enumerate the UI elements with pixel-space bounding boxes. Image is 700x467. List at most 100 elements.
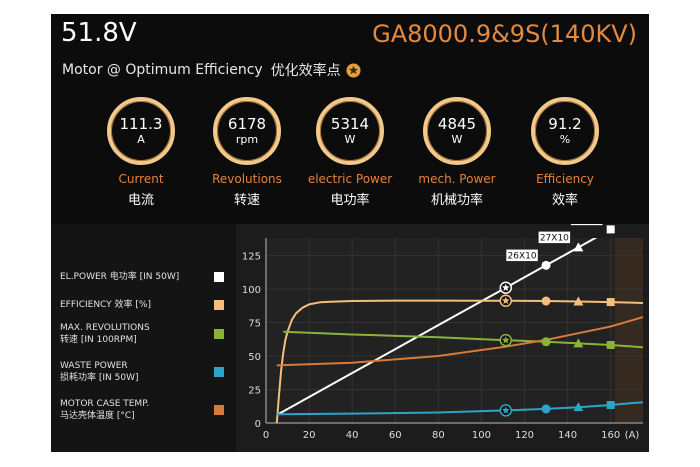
y-tick-label: 125 — [242, 251, 261, 262]
annotation-box — [538, 231, 571, 244]
y-tick-label: 75 — [248, 318, 261, 329]
legend-item-waste-power: WASTE POWER 损耗功率 [IN 50W] — [60, 360, 230, 384]
gauge-label-cn: 效率 — [551, 193, 578, 208]
gauge-unit: rpm — [235, 133, 259, 146]
gauge-label-en: Current — [118, 172, 164, 186]
marker-triangle — [573, 242, 584, 252]
star-badge-icon — [346, 62, 361, 78]
legend-item-revolutions: MAX. REVOLUTIONS 转速 [IN 100RPM] — [60, 322, 230, 346]
gauge-revolutions: 6178 rpm Revolutions 转速 — [203, 97, 291, 208]
legend-label: MOTOR CASE TEMP. — [60, 399, 150, 409]
y-tick-label: 0 — [255, 419, 261, 430]
legend-label-cn: 损耗功率 [IN 50W] — [60, 373, 139, 383]
marker-star — [502, 336, 510, 344]
subtitle-cn: 优化效率点 — [270, 63, 341, 79]
marker-triangle — [573, 296, 584, 306]
y-tick-label: 50 — [248, 352, 261, 363]
legend-swatch — [214, 329, 224, 339]
x-tick-label: 40 — [346, 430, 359, 441]
gauge-label-en: Efficiency — [536, 172, 594, 186]
gauge-efficiency: 91.2 % Efficiency 效率 — [521, 97, 609, 208]
legend-swatch — [214, 272, 224, 282]
x-tick-label: 80 — [432, 430, 445, 441]
x-tick-label: 140 — [558, 430, 577, 441]
performance-chart: 0 20 40 60 80 100 120 140 160 0 25 50 75 100 125 (A) 26X… — [242, 213, 643, 441]
plot-background — [266, 238, 643, 423]
voltage-label: 51.8V — [61, 18, 137, 48]
annotation-label: 26X10 — [508, 251, 537, 261]
chart-legend: EL.POWER 电功率 [IN 50W] EFFICIENCY 效率 [%] … — [51, 224, 236, 452]
gauge-label-en: Revolutions — [212, 172, 282, 186]
legend-swatch — [214, 300, 224, 310]
series-line — [283, 330, 643, 349]
gauge-unit: A — [137, 133, 145, 146]
annotation-label: 27X10 — [540, 233, 569, 243]
y-tick-label: 25 — [248, 385, 261, 396]
x-tick-label: 0 — [263, 430, 269, 441]
series-line — [276, 316, 643, 367]
series-line — [276, 401, 643, 416]
gauge-label-en: electric Power — [307, 172, 393, 186]
gauge-current: 111.3 A Current 电流 — [97, 97, 185, 208]
gauge-ring: 91.2 % — [531, 97, 599, 165]
gauge-value: 5314 — [330, 115, 370, 133]
annotation-box — [505, 249, 539, 262]
gauge-mech-power: 4845 W mech. Power 机械功率 — [413, 97, 501, 208]
legend-label: WASTE POWER — [60, 361, 128, 371]
marker-circle — [541, 296, 551, 306]
marker-circle — [541, 260, 551, 270]
marker-square — [606, 225, 615, 234]
gauge-unit: W — [451, 133, 463, 146]
gauge-unit: W — [344, 133, 356, 146]
gauge-label-cn: 转速 — [233, 193, 260, 208]
annotation-label: 28X10 — [572, 224, 601, 225]
legend-item-efficiency: EFFICIENCY 效率 [%] — [60, 299, 230, 311]
marker-star — [502, 406, 510, 414]
x-tick-label: 20 — [303, 430, 316, 441]
marker-triangle — [573, 402, 584, 412]
legend-label: EFFICIENCY 效率 [%] — [60, 300, 151, 310]
gauge-value: 91.2 — [548, 115, 582, 133]
gauge-ring: 4845 W — [423, 97, 491, 165]
marker-circle — [541, 404, 551, 414]
legend-label-cn: 转速 [IN 100RPM] — [60, 335, 137, 345]
gauge-label-cn: 机械功率 — [430, 193, 483, 208]
gauge-label-cn: 电流 — [127, 193, 154, 208]
chart-area: 0 20 40 60 80 100 120 140 160 0 25 50 75 100 125 (A) 26X… — [236, 213, 649, 452]
gauge-label-en: mech. Power — [418, 172, 496, 186]
legend-swatch — [214, 367, 224, 377]
x-tick-label: 160 — [601, 430, 620, 441]
marker-square — [606, 298, 615, 307]
x-tick-label: 120 — [515, 430, 534, 441]
x-axis-label: (A) — [625, 430, 640, 441]
header: 51.8V GA8000.9&9S(140KV) Motor @ Optimum… — [51, 14, 649, 224]
marker-square — [606, 401, 615, 410]
marker-star — [502, 283, 510, 291]
legend-label-cn: 马达壳体温度 [°C] — [60, 411, 135, 421]
legend-label: EL.POWER 电功率 [IN 50W] — [60, 272, 180, 282]
shaded-region — [614, 238, 643, 423]
gauge-label-cn: 电功率 — [330, 193, 370, 208]
dashboard-panel: 51.8V GA8000.9&9S(140KV) Motor @ Optimum… — [51, 14, 649, 452]
marker-triangle — [573, 338, 584, 348]
subtitle-en: Motor @ Optimum Efficiency — [62, 62, 263, 78]
legend-swatch — [214, 405, 224, 415]
legend-label: MAX. REVOLUTIONS — [60, 323, 150, 333]
subtitle: Motor @ Optimum Efficiency 优化效率点 — [62, 60, 361, 80]
marker-square — [606, 340, 615, 349]
marker-star — [502, 296, 510, 304]
legend-item-case-temp: MOTOR CASE TEMP. 马达壳体温度 [°C] — [60, 398, 230, 422]
model-title: GA8000.9&9S(140KV) — [372, 20, 637, 48]
x-tick-label: 100 — [472, 430, 491, 441]
y-tick-label: 100 — [242, 285, 261, 296]
gauge-ring: 5314 W — [316, 97, 384, 165]
gauge-value: 6178 — [227, 115, 267, 133]
gauge-ring: 6178 rpm — [213, 97, 281, 165]
gauge-electric-power: 5314 W electric Power 电功率 — [306, 97, 394, 208]
gauge-value: 4845 — [437, 115, 477, 133]
gauge-unit: % — [559, 133, 571, 146]
gauge-ring: 111.3 A — [107, 97, 175, 165]
x-tick-label: 60 — [389, 430, 402, 441]
series-line — [275, 299, 643, 423]
legend-item-el-power: EL.POWER 电功率 [IN 50W] — [60, 271, 230, 283]
